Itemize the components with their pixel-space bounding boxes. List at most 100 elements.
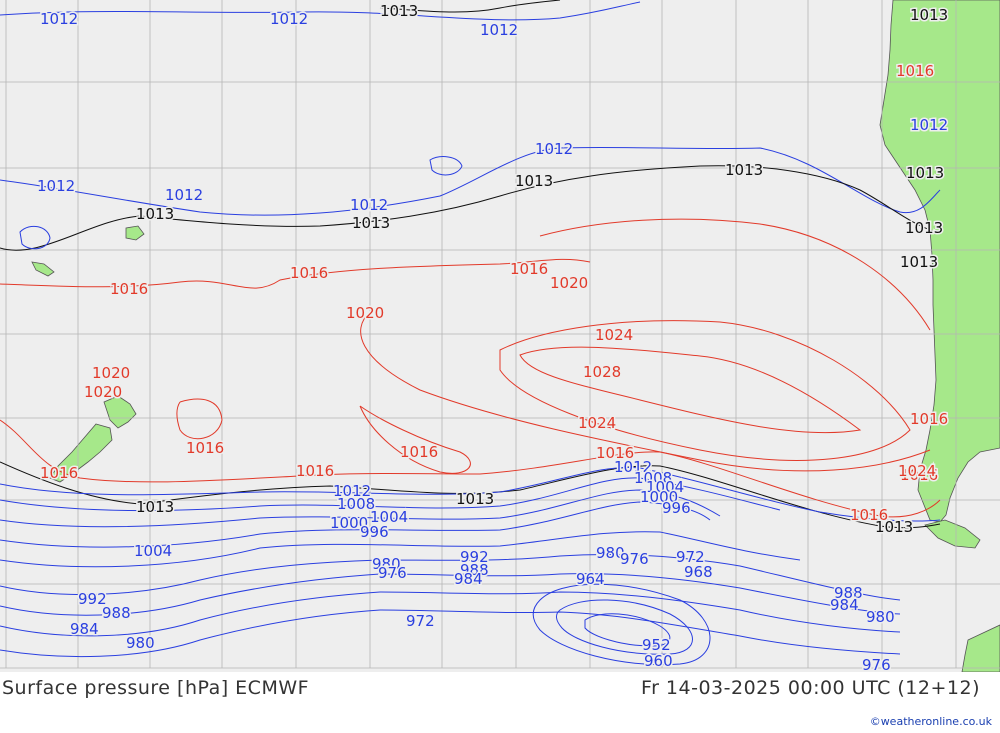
isobar-line	[0, 609, 901, 658]
isobar-label: 1004	[134, 542, 172, 560]
isobar-line	[556, 599, 693, 655]
isobar-label: 968	[684, 563, 713, 581]
land-antarctic-peninsula	[961, 624, 1000, 672]
isobar-line	[0, 165, 937, 251]
isobar-label: 1004	[646, 478, 684, 496]
land-new-zealand-south	[49, 423, 113, 483]
isobar-label: 1013	[136, 498, 174, 516]
isobar-label: 1016	[596, 444, 634, 462]
valid-time: Fr 14-03-2025 00:00 UTC (12+12)	[641, 677, 980, 699]
isobar-label: 980	[596, 544, 625, 562]
isobar-label: 1013	[515, 172, 553, 190]
isobar-label: 988	[460, 561, 489, 579]
isobar-label: 976	[378, 564, 407, 582]
land-south-america	[879, 0, 1000, 523]
isobar-label: 1013	[875, 518, 913, 536]
isobar-line	[0, 1, 641, 21]
isobar-label: 1016	[186, 439, 224, 457]
isobar-label: 996	[360, 523, 389, 541]
isobar-line	[0, 258, 591, 289]
land-new-caledonia	[31, 261, 55, 277]
isobar-line	[519, 346, 862, 434]
isobar-label: 1020	[550, 274, 588, 292]
land-tierra-del-fuego	[924, 519, 981, 549]
isobar-label: 976	[862, 656, 891, 672]
isobar-label: 988	[834, 584, 863, 602]
isobar-label: 1013	[910, 6, 948, 24]
isobar-label: 1008	[634, 469, 672, 487]
isobar-label: 1016	[290, 264, 328, 282]
credit-link[interactable]: ©weatheronline.co.uk	[869, 715, 992, 728]
land-layer	[31, 0, 1000, 672]
isobar-label: 1020	[346, 304, 384, 322]
isobar-label: 980	[372, 555, 401, 573]
isobar-label: 1008	[337, 495, 375, 513]
isobar-label: 1013	[352, 214, 390, 232]
isobar-line	[0, 477, 781, 512]
isobar-label: 1016	[850, 506, 888, 524]
isobar-label: 1024	[578, 414, 616, 432]
isobar-label: 1013	[136, 205, 174, 223]
isobar-line	[19, 225, 51, 250]
isobar-label: 1016	[896, 62, 934, 80]
isobar-label: 980	[866, 608, 895, 626]
isobar-label: 1012	[37, 177, 75, 195]
isobar-line	[176, 398, 223, 440]
isobar-label: 1012	[270, 10, 308, 28]
graticule	[0, 0, 1000, 669]
isobar-label: 1000	[640, 488, 678, 506]
isobar-label: 1016	[296, 462, 334, 480]
isobar-label: 1013	[456, 490, 494, 508]
isobar-label: 952	[642, 636, 671, 654]
isobar-label: 1024	[898, 462, 936, 480]
isobar-line	[0, 466, 941, 522]
isobar-line	[0, 501, 711, 548]
isobar-label: 988	[102, 604, 131, 622]
isobar-label: 992	[78, 590, 107, 608]
isobar-line	[379, 0, 561, 13]
isobar-line	[429, 156, 463, 176]
isobar-label: 972	[676, 548, 705, 566]
isobar-label: 960	[644, 652, 673, 670]
isobar-label: 980	[126, 634, 155, 652]
isobar-label: 1013	[380, 2, 418, 20]
isobar-label: 1013	[725, 161, 763, 179]
isobar-label: 1024	[595, 326, 633, 344]
isobar-label: 976	[620, 550, 649, 568]
isobar-contours	[0, 0, 941, 666]
isobar-label: 984	[830, 596, 859, 614]
isobar-label: 996	[662, 499, 691, 517]
isobar-label: 1012	[350, 196, 388, 214]
isobar-line	[0, 489, 721, 528]
isobar-line	[0, 146, 941, 216]
isobar-line	[532, 583, 711, 666]
isobar-label: 1016	[510, 260, 548, 278]
isobar-line	[0, 553, 901, 601]
isobar-label: 1000	[330, 514, 368, 532]
isobar-label: 1020	[84, 383, 122, 401]
isobar-label: 1016	[110, 280, 148, 298]
isobar-label: 1012	[40, 10, 78, 28]
isobar-line	[0, 419, 941, 518]
isobar-label: 1013	[905, 219, 943, 237]
isobar-label: 1012	[333, 482, 371, 500]
isobar-label: 1013	[900, 253, 938, 271]
isobar-label: 1012	[480, 21, 518, 39]
isobar-line	[0, 531, 801, 568]
isobar-label: 1012	[535, 140, 573, 158]
chart-title: Surface pressure [hPa] ECMWF	[2, 677, 310, 699]
isobar-label: 992	[460, 548, 489, 566]
isobar-label: 1004	[370, 508, 408, 526]
isobar-label: 1016	[40, 464, 78, 482]
isobar-line	[539, 218, 931, 331]
isobar-line	[0, 573, 901, 616]
isobar-line	[0, 591, 901, 637]
land-fiji	[125, 225, 145, 241]
isobar-line	[584, 613, 671, 647]
isobar-label: 984	[70, 620, 99, 638]
isobar-line	[359, 405, 471, 474]
isobar-label: 1016	[400, 443, 438, 461]
isobar-label: 1028	[583, 363, 621, 381]
isobar-label: 1016	[910, 410, 948, 428]
